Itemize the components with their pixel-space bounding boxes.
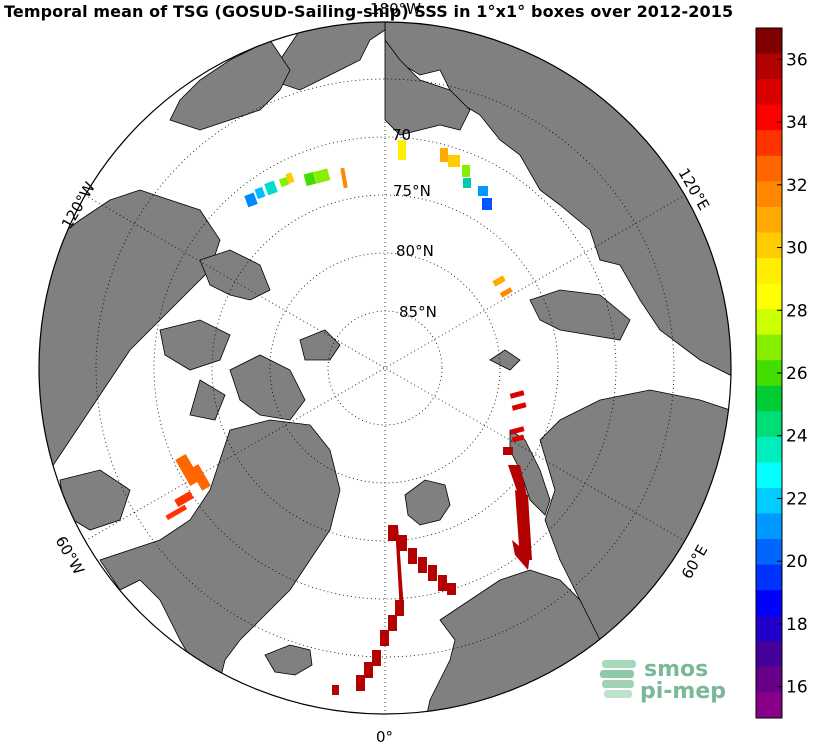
colorbar-segment — [756, 53, 782, 80]
smos-pimep-logo: smos pi-mep — [600, 657, 726, 704]
lat-label-80: 80°N — [396, 242, 434, 260]
logo-waves-icon — [600, 660, 636, 698]
colorbar-segment — [756, 130, 782, 157]
colorbar-tick-label: 28 — [786, 301, 808, 321]
colorbar-tick-label: 36 — [786, 50, 808, 70]
lon-label-lower-left: 60°W — [52, 533, 88, 578]
colorbar-tick-label: 30 — [786, 239, 808, 259]
colorbar-segment — [756, 436, 782, 463]
colorbar-segment — [756, 564, 782, 591]
colorbar-tick-label: 16 — [786, 678, 808, 698]
lat-label-70: 70 — [392, 126, 411, 144]
colorbar-tick-label: 24 — [786, 427, 808, 447]
map-content — [39, 22, 731, 714]
colorbar-segment — [756, 104, 782, 131]
colorbar-segment — [756, 692, 782, 719]
colorbar-segment — [756, 206, 782, 233]
colorbar-segment — [756, 79, 782, 106]
colorbar-tick-label: 34 — [786, 113, 808, 133]
lon-label-lower-right: 60°E — [678, 542, 712, 582]
colorbar-segment — [756, 309, 782, 336]
colorbar-segment — [756, 666, 782, 693]
colorbar-segment — [756, 232, 782, 259]
colorbar-segment — [756, 181, 782, 208]
colorbar-tick-label: 32 — [786, 176, 808, 196]
colorbar-segment — [756, 411, 782, 438]
colorbar: 36 34 32 30 28 26 24 22 20 18 16 — [755, 27, 808, 719]
colorbar-segment — [756, 258, 782, 285]
colorbar-segment — [756, 641, 782, 668]
colorbar-segment — [756, 488, 782, 515]
colorbar-segment — [756, 334, 782, 361]
colorbar-tick-label: 20 — [786, 552, 808, 572]
colorbar-segment — [756, 615, 782, 642]
colorbar-segment — [756, 590, 782, 617]
logo-line2: pi-mep — [640, 679, 726, 704]
lon-label-bottom: 0° — [376, 728, 393, 746]
colorbar-tick-label: 26 — [786, 364, 808, 384]
map-border — [38, 21, 732, 715]
lat-label-75: 75°N — [393, 182, 431, 200]
sss-data-cells — [165, 140, 532, 695]
logo-line1: smos — [644, 657, 708, 682]
colorbar-tick-label: 18 — [786, 615, 808, 635]
lon-label-top: 180°W — [370, 0, 421, 18]
colorbar-segment — [756, 513, 782, 540]
lat-label-85: 85°N — [399, 303, 437, 321]
colorbar-segment — [756, 155, 782, 182]
graticule — [84, 22, 686, 714]
colorbar-segment — [756, 283, 782, 310]
colorbar-segment — [756, 385, 782, 412]
colorbar-segment — [756, 462, 782, 489]
map-title: Temporal mean of TSG (GOSUD-Sailing-ship… — [4, 2, 734, 21]
latitude-labels: 70 75°N 80°N 85°N — [392, 126, 437, 321]
colorbar-tick-label: 22 — [786, 489, 808, 509]
colorbar-segment — [756, 28, 782, 55]
